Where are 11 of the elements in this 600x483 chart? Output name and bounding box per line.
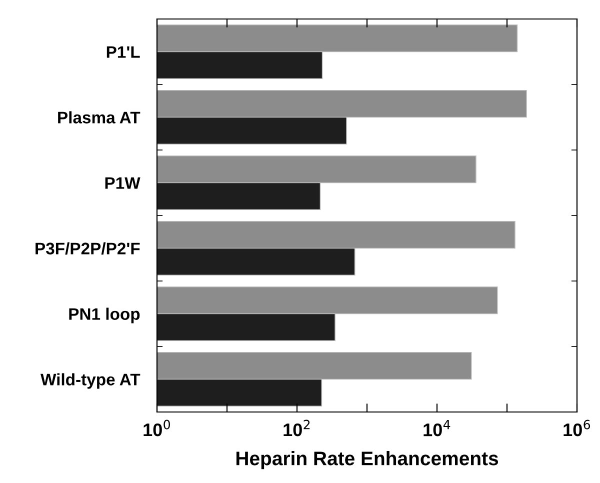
y-tick-label: P3F/P2P/P2'F [36, 242, 140, 255]
x-tick-label: 10$^{4}$ [424, 420, 450, 436]
y-tick-label: Wild-type AT [40, 373, 140, 389]
y-tick-label: P1W [105, 177, 140, 189]
y-tick-label: P1'L [106, 46, 140, 58]
x-tick-label: 10$^{0}$ [144, 420, 170, 436]
y-tick-label: Plasma AT [58, 111, 140, 124]
x-tick-label: 10$^{6}$ [564, 420, 590, 436]
x-tick-label: 10$^{2}$ [284, 420, 310, 436]
y-tick-label: PN1 loop [69, 308, 140, 324]
x-axis-title: Heparin Rate Enhancements [236, 451, 498, 470]
